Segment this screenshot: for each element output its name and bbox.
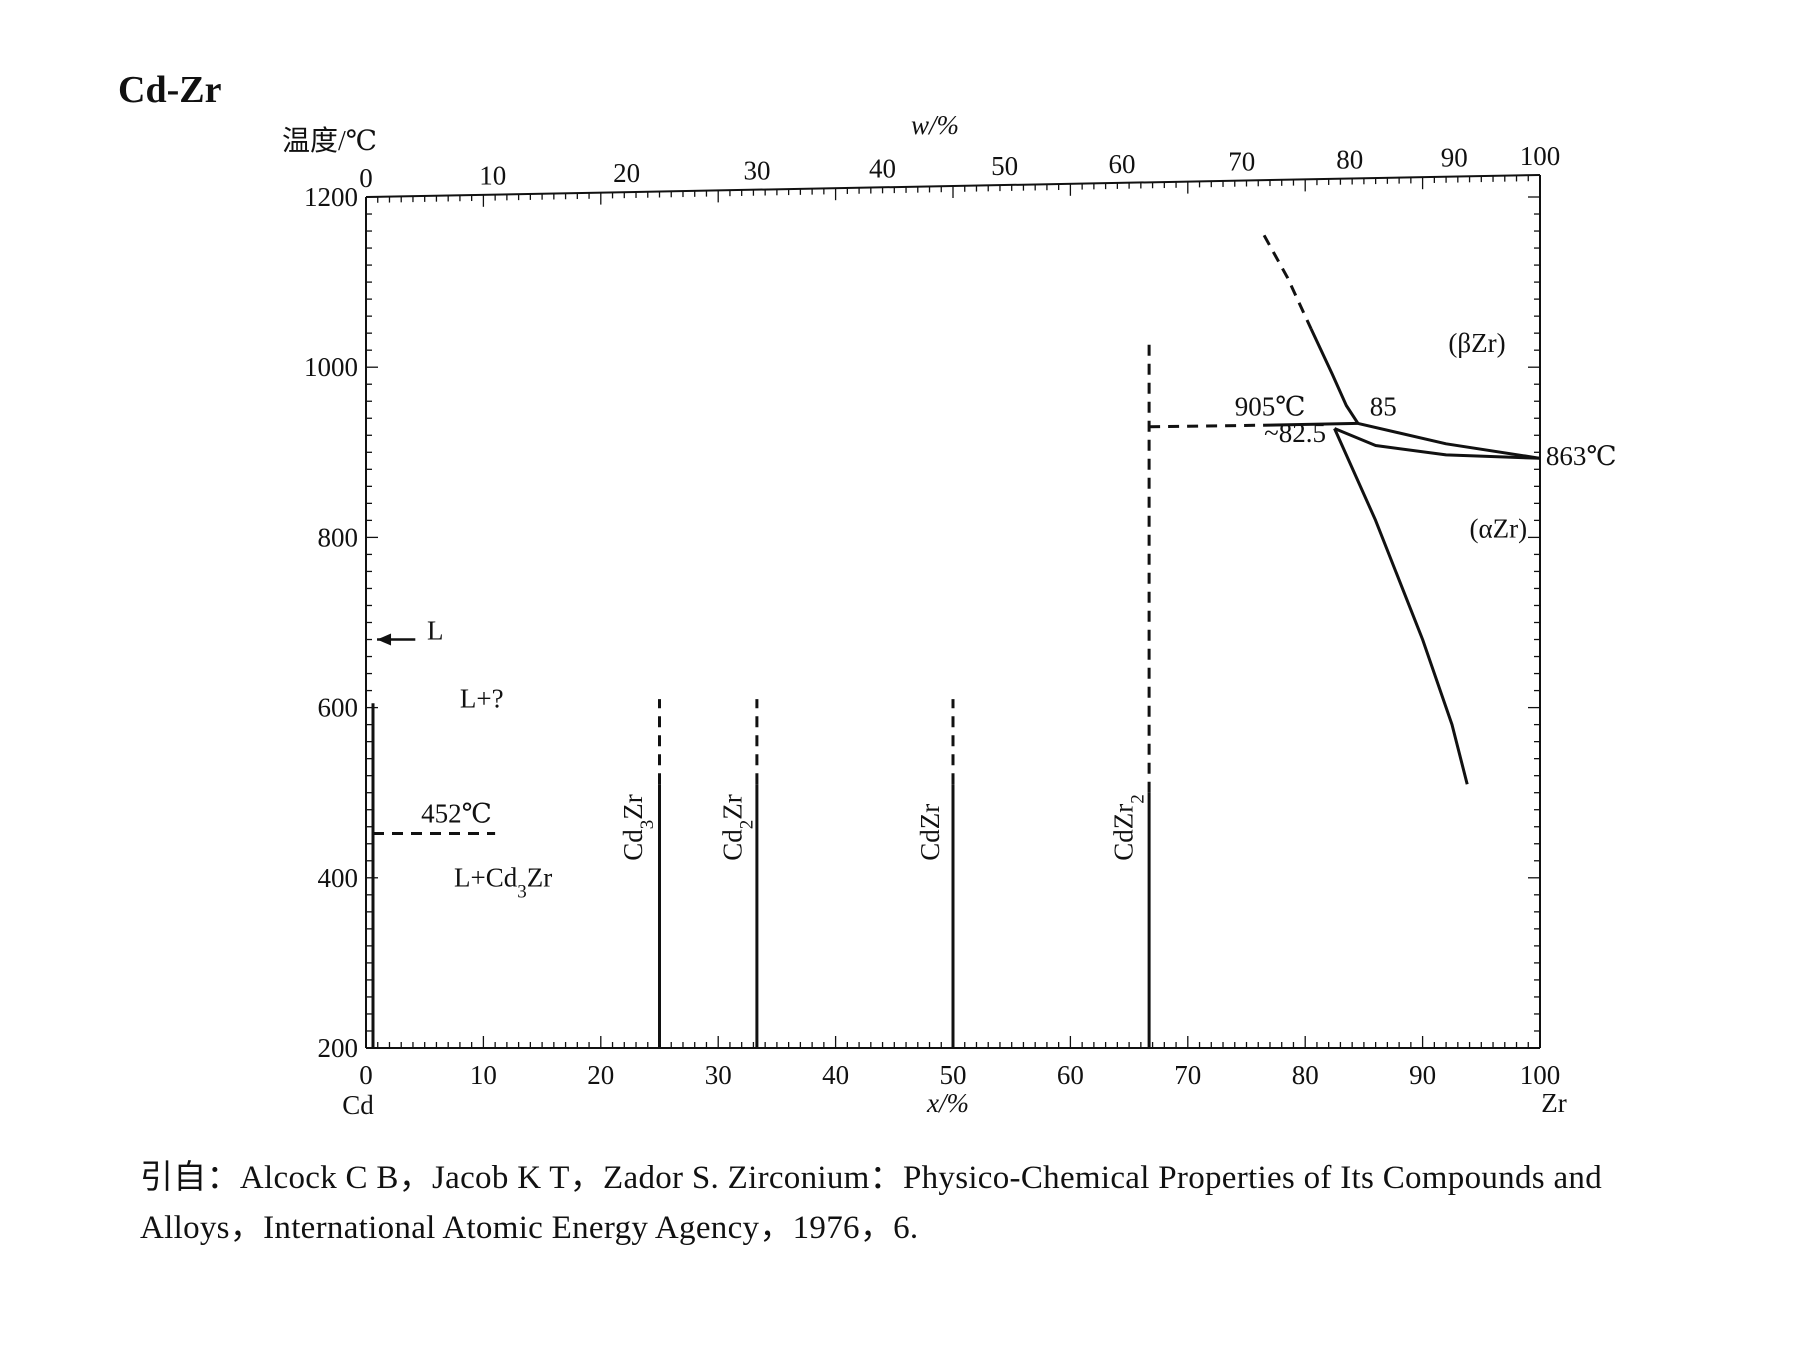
x-bottom-tick-label: 60 bbox=[1057, 1060, 1084, 1090]
phase-boundary-line bbox=[1149, 423, 1271, 429]
x-bottom-tick-label: 0 bbox=[359, 1060, 373, 1090]
phase-boundary-line bbox=[1333, 427, 1541, 460]
phase-boundary-line bbox=[1262, 234, 1313, 330]
y-tick-label: 400 bbox=[318, 863, 359, 893]
arrow-head bbox=[377, 633, 392, 646]
annotation-label: Cd2Zr bbox=[718, 794, 758, 861]
y-tick-label: 1200 bbox=[304, 182, 358, 212]
x-bottom-tick-label: 40 bbox=[822, 1060, 849, 1090]
x-bottom-axis-label: x/% bbox=[926, 1088, 969, 1118]
annotation-label: (βZr) bbox=[1448, 328, 1505, 358]
annotation-label: L+Cd3Zr bbox=[454, 862, 552, 902]
y-tick-label: 1000 bbox=[304, 352, 358, 382]
x-top-tick-label: 100 bbox=[1520, 141, 1561, 171]
annotation-label: 85 bbox=[1370, 392, 1397, 422]
annotation-label: Cd3Zr bbox=[618, 794, 658, 861]
annotation-label: 905℃ bbox=[1235, 392, 1306, 422]
x-bottom-tick-label: 30 bbox=[705, 1060, 732, 1090]
x-top-tick-label: 30 bbox=[743, 156, 770, 186]
x-top-tick-label: 20 bbox=[613, 158, 640, 188]
phase-boundary-line bbox=[1269, 421, 1359, 427]
y-tick-label: 600 bbox=[318, 693, 359, 723]
x-bottom-tick-label: 80 bbox=[1292, 1060, 1319, 1090]
x-top-axis-label: w/% bbox=[911, 110, 959, 140]
x-bottom-tick-label: 100 bbox=[1520, 1060, 1561, 1090]
element-left-label: Cd bbox=[342, 1090, 374, 1120]
annotation-label: L+? bbox=[460, 684, 504, 714]
phase-boundary-line bbox=[1357, 421, 1541, 460]
x-top-tick-label: 70 bbox=[1228, 147, 1255, 177]
annotation-label: (αZr) bbox=[1470, 513, 1528, 543]
annotation-label: 863℃ bbox=[1546, 441, 1617, 471]
x-bottom-tick-label: 70 bbox=[1174, 1060, 1201, 1090]
x-bottom-tick-label: 20 bbox=[587, 1060, 614, 1090]
annotation-label: ~82.5 bbox=[1264, 418, 1326, 448]
citation-line-2: Alloys，International Atomic Energy Agenc… bbox=[140, 1210, 919, 1246]
annotation-label: CdZr bbox=[915, 804, 945, 861]
series-group bbox=[371, 234, 1541, 1048]
x-bottom-tick-label: 90 bbox=[1409, 1060, 1436, 1090]
x-top-tick-label: 10 bbox=[479, 161, 506, 191]
x-top-tick-label: 50 bbox=[991, 151, 1018, 181]
annotation-label: 452℃ bbox=[421, 798, 492, 828]
phase-boundary-line bbox=[1309, 328, 1360, 425]
x-top-tick-label: 60 bbox=[1109, 149, 1136, 179]
y-axis-label: 温度/℃ bbox=[282, 125, 377, 157]
annotation-label: L bbox=[427, 616, 444, 646]
x-bottom-tick-label: 10 bbox=[470, 1060, 497, 1090]
element-right-label: Zr bbox=[1541, 1088, 1566, 1118]
x-top-tick-label: 0 bbox=[359, 163, 373, 193]
y-tick-label: 800 bbox=[318, 522, 359, 552]
annotations-group: L L+? 452℃ L+Cd3Zr Cd3Zr Cd2Zr CdZr CdZr2 905℃~8… bbox=[377, 328, 1617, 902]
y-tick-label: 200 bbox=[318, 1033, 359, 1063]
x-top-tick-label: 90 bbox=[1441, 143, 1468, 173]
annotation-label: CdZr2 bbox=[1109, 794, 1149, 861]
x-top-tick-label: 40 bbox=[869, 153, 896, 183]
x-bottom-tick-label: 50 bbox=[940, 1060, 967, 1090]
x-top-tick-label: 80 bbox=[1336, 145, 1363, 175]
page-title: Cd-Zr bbox=[118, 69, 222, 111]
phase-boundary-line bbox=[1333, 427, 1469, 785]
citation-line-1: 引自：Alcock C B，Jacob K T，Zador S. Zirconi… bbox=[140, 1160, 1603, 1196]
